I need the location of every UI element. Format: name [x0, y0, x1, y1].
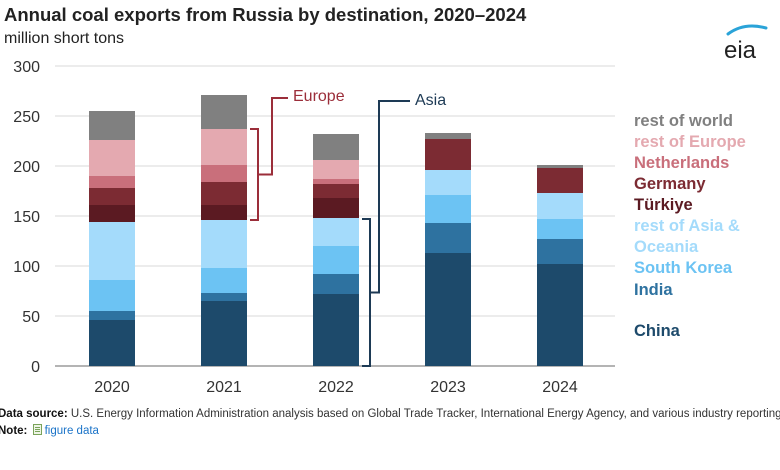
bar-segment — [537, 264, 583, 366]
legend-entry: China — [634, 322, 681, 340]
europe-leader-line — [258, 97, 288, 176]
x-tick-label: 2020 — [94, 379, 130, 396]
bar-segment — [537, 168, 583, 193]
legend-entry: Germany — [634, 175, 706, 193]
y-tick-labels: 0 50 100 150 200 250 300 — [13, 59, 40, 376]
note: Note: figure data — [0, 424, 99, 437]
bar-segment — [201, 301, 247, 366]
europe-label: Europe — [293, 88, 345, 105]
bar-segment — [537, 219, 583, 239]
x-tick-label: 2022 — [318, 379, 354, 396]
x-tick-label: 2023 — [430, 379, 466, 396]
document-icon — [32, 424, 42, 435]
bar-segment — [425, 139, 471, 170]
legend-entry: Oceania — [634, 238, 699, 256]
bar-segment — [425, 133, 471, 139]
y-tick-label: 300 — [13, 59, 40, 76]
y-tick-label: 150 — [13, 209, 40, 226]
bar-segment — [425, 253, 471, 366]
y-tick-label: 50 — [22, 309, 40, 326]
data-source-text: U.S. Energy Information Administration a… — [70, 408, 780, 420]
legend-entry: South Korea — [634, 259, 733, 277]
legend-entry: India — [634, 281, 673, 299]
x-tick-label: 2021 — [206, 379, 242, 396]
y-tick-label: 250 — [13, 109, 40, 126]
bar-segment — [537, 165, 583, 168]
note-label: Note: — [0, 425, 28, 437]
bars — [89, 95, 583, 366]
bar-segment — [201, 182, 247, 205]
bar-segment — [537, 239, 583, 264]
asia-bracket — [362, 218, 371, 367]
bar-segment — [313, 274, 359, 294]
y-tick-label: 100 — [13, 259, 40, 276]
bar-segment — [89, 111, 135, 140]
bar-segment — [89, 320, 135, 366]
legend-entry: Netherlands — [634, 154, 729, 172]
data-source: Data source: U.S. Energy Information Adm… — [0, 408, 780, 420]
bar-segment — [201, 95, 247, 129]
y-tick-label: 0 — [31, 359, 40, 376]
eia-logo: eia — [724, 24, 768, 64]
x-tick-label: 2024 — [542, 379, 578, 396]
bar-segment — [201, 205, 247, 220]
figure-data-link[interactable]: figure data — [44, 425, 99, 437]
chart-title: Annual coal exports from Russia by desti… — [4, 4, 527, 25]
bar-segment — [313, 218, 359, 246]
bar-segment — [89, 311, 135, 320]
bar-segment — [201, 220, 247, 268]
bar-segment — [313, 246, 359, 274]
logo-text: eia — [724, 37, 757, 64]
bar-segment — [201, 268, 247, 293]
legend-entry: Türkiye — [634, 196, 693, 214]
bar-segment — [313, 134, 359, 160]
legend-entry: rest of world — [634, 112, 733, 130]
asia-label: Asia — [415, 92, 446, 109]
bar-segment — [89, 176, 135, 188]
bar-segment — [313, 198, 359, 218]
data-source-label: Data source: — [0, 408, 68, 420]
bar-segment — [89, 140, 135, 176]
bar-segment — [425, 170, 471, 195]
asia-leader-line — [370, 100, 410, 294]
bar-segment — [89, 205, 135, 222]
chart-subtitle: million short tons — [4, 30, 125, 47]
bar-segment — [313, 160, 359, 179]
bar-segment — [89, 222, 135, 280]
bar-segment — [313, 294, 359, 366]
bar-segment — [425, 195, 471, 223]
bar-segment — [89, 188, 135, 205]
bar-segment — [425, 223, 471, 253]
legend-entry: rest of Europe — [634, 133, 746, 151]
bar-segment — [537, 193, 583, 219]
bar-segment — [201, 129, 247, 165]
bar-segment — [313, 179, 359, 184]
europe-bracket — [250, 128, 259, 221]
annotations: Europe Asia — [250, 88, 446, 367]
bar-segment — [201, 293, 247, 301]
bar-segment — [89, 280, 135, 311]
legend: rest of world rest of Europe Netherlands Ge… — [634, 112, 746, 340]
legend-entry: rest of Asia & — [634, 217, 740, 235]
bar-segment — [201, 165, 247, 182]
x-tick-labels: 2020 2021 2022 2023 2024 — [94, 379, 578, 396]
y-tick-label: 200 — [13, 159, 40, 176]
bar-segment — [313, 184, 359, 198]
